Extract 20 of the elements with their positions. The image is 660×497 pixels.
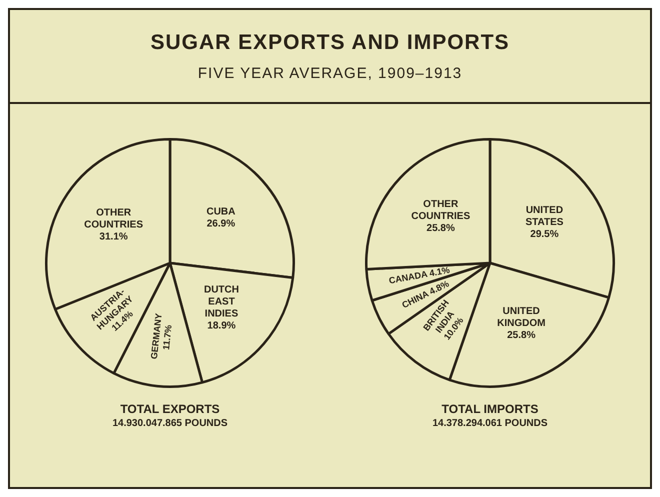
slice-label: DUTCH EAST INDIES [204,284,239,320]
text: TOTAL IMPORTS [442,402,538,416]
text: 14.930.047.865 POUNDS [112,418,228,429]
text: FIVE YEAR AVERAGE, 1909–1913 [196,64,464,82]
data-label: 29.5% [530,228,559,240]
slice-label: UNITED KINGDOM [497,306,546,330]
slice-label: CUBA [206,206,236,218]
data-label: 11.7% [161,324,174,350]
slice-label: GERMANY [148,312,164,360]
data-label: 25.8% [426,222,455,234]
data-label: 18.9% [207,320,236,332]
slice-label: OTHER COUNTRIES [84,208,144,231]
slice-label: OTHER COUNTRIES [411,198,470,222]
text: 14.378.294.061 POUNDS [432,418,548,429]
slice-label: UNITED STATES [525,204,564,228]
data-label: 26.9% [206,218,236,230]
data-label: 31.1% [99,232,128,243]
data-label: 25.8% [507,330,536,342]
chart-title: SUGAR EXPORTS AND IMPORTS [149,30,511,54]
text: TOTAL EXPORTS [120,402,220,416]
